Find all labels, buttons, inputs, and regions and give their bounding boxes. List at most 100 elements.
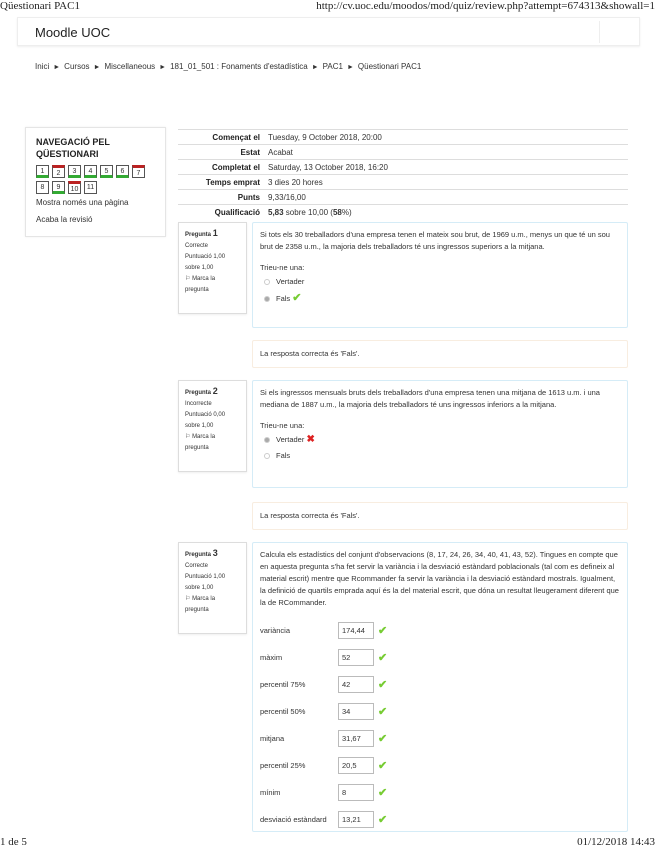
question-status: Correcte [185,243,209,249]
grade-text-end: %) [341,207,352,217]
print-datetime: 01/12/2018 14:43 [577,836,655,848]
breadcrumb-separator: ► [311,64,319,71]
summary-value: Tuesday, 9 October 2018, 20:00 [264,129,628,145]
question-nav-button-11[interactable]: 11 [84,181,97,194]
summary-value: 3 dies 20 hores [264,174,628,190]
check-icon: ✔ [378,678,388,691]
question-label: Pregunta [185,552,212,558]
show-one-page-link[interactable]: Mostra només una pàgina [36,198,129,207]
question-nav-button-1[interactable]: 1 [36,165,49,178]
breadcrumb-item[interactable]: PAC1 [322,62,343,71]
answer-label: mínim [260,787,281,797]
question-info-2: Pregunta 2 Incorrecte Puntuació 0,00 sob… [178,380,247,472]
answer-label: desviació estàndard [260,814,327,824]
breadcrumb-item[interactable]: 181_01_501 : Fonaments d'estadística [170,62,308,71]
breadcrumb-item[interactable]: Cursos [64,62,90,71]
radio-button[interactable] [264,437,270,444]
radio-button[interactable] [264,296,270,303]
breadcrumb: Inici ► Cursos ► Miscellaneous ► 181_01_501 : … [35,62,425,71]
print-url: http://cv.uoc.edu/moodos/mod/quiz/review… [316,0,655,12]
breadcrumb-item[interactable]: Qüestionari PAC1 [357,62,422,71]
summary-row: Estat Acabat [178,144,628,160]
answer-input[interactable]: 34 [338,703,374,720]
summary-value: Saturday, 13 October 2018, 16:20 [264,159,628,175]
question-score: Puntuació 0,00 sobre 1,00 [185,412,226,429]
brand[interactable]: Moodle UOC [35,25,111,40]
question-info-1: Pregunta 1 Correcte Puntuació 1,00 sobre… [178,222,247,314]
summary-row: Començat el Tuesday, 9 October 2018, 20:0… [178,129,628,145]
radio-button[interactable] [264,279,270,286]
answer-row: mínim 8 ✔ [260,779,620,806]
check-icon: ✔ [378,813,388,826]
breadcrumb-separator: ► [346,64,354,71]
answer-row: desviació estàndard 13,21 ✔ [260,806,620,833]
summary-key: Temps emprat [178,174,264,190]
breadcrumb-separator: ► [53,64,61,71]
answer-input[interactable]: 31,67 [338,730,374,747]
answer-row: variància 174,44 ✔ [260,617,620,644]
option-label: Fals [276,451,291,460]
summary-row: Qualificació 5,83 sobre 10,00 (58%) [178,204,628,220]
summary-key: Començat el [178,129,264,145]
block-title: NAVEGACIÓ PEL QÜESTIONARI [36,137,110,159]
navbar-menu[interactable] [599,21,629,43]
option-vertader[interactable]: Vertader ✖ [264,432,620,448]
flag-question[interactable]: ⚐ Marca la pregunta [185,432,240,454]
answer-row: màxim 52 ✔ [260,644,620,671]
flag-label: Marca la pregunta [185,434,216,451]
answer-label: percentil 75% [260,679,306,689]
answer-input[interactable]: 8 [338,784,374,801]
answer-row: percentil 50% 34 ✔ [260,698,620,725]
question-nav-button-3[interactable]: 3 [68,165,81,178]
grade-percent: 58 [332,207,342,217]
breadcrumb-separator: ► [93,64,101,71]
question-nav-button-2[interactable]: 2 [52,165,65,178]
summary-key: Completat el [178,159,264,175]
flag-icon: ⚐ [185,596,191,602]
breadcrumb-item[interactable]: Miscellaneous [104,62,156,71]
answer-prompt: Trieu-ne una: [260,263,305,272]
answer-label: percentil 50% [260,706,306,716]
flag-question[interactable]: ⚐ Marca la pregunta [185,274,240,296]
question-nav-button-7[interactable]: 7 [132,165,145,178]
question-content-1: Si tots els 30 treballadors d'una empres… [252,222,628,328]
flag-question[interactable]: ⚐ Marca la pregunta [185,594,240,616]
option-vertader[interactable]: Vertader [264,274,620,290]
answer-label: percentil 25% [260,760,306,770]
answer-input[interactable]: 20,5 [338,757,374,774]
check-icon: ✔ [378,786,388,799]
answer-input[interactable]: 52 [338,649,374,666]
question-status: Incorrecte [185,401,212,407]
radio-button[interactable] [264,453,270,460]
check-icon: ✔ [292,292,302,304]
summary-key: Punts [178,189,264,205]
answer-row: percentil 75% 42 ✔ [260,671,620,698]
question-nav-button-10[interactable]: 10 [68,181,81,194]
question-nav-button-8[interactable]: 8 [36,181,49,194]
answer-input[interactable]: 13,21 [338,811,374,828]
answer-input[interactable]: 42 [338,676,374,693]
question-score: Puntuació 1,00 sobre 1,00 [185,254,226,271]
answer-input[interactable]: 174,44 [338,622,374,639]
question-nav-button-4[interactable]: 4 [84,165,97,178]
question-nav-button-6[interactable]: 6 [116,165,129,178]
answer-row: percentil 25% 20,5 ✔ [260,752,620,779]
option-label: Vertader [276,277,305,286]
finish-review-link[interactable]: Acaba la revisió [36,215,93,224]
flag-icon: ⚐ [185,276,191,282]
option-fals[interactable]: Fals [264,448,620,464]
question-nav-button-5[interactable]: 5 [100,165,113,178]
question-number: 3 [212,548,218,558]
answer-row: mitjana 31,67 ✔ [260,725,620,752]
check-icon: ✔ [378,651,388,664]
answer-label: variància [260,625,291,635]
check-icon: ✔ [378,624,388,637]
navbar: Moodle UOC [17,17,640,46]
question-nav-button-9[interactable]: 9 [52,181,65,194]
grade: 5,83 [268,207,284,217]
option-label: Vertader [276,435,305,444]
flag-icon: ⚐ [185,434,191,440]
option-fals[interactable]: Fals ✔ [264,290,620,307]
breadcrumb-item[interactable]: Inici [35,62,50,71]
